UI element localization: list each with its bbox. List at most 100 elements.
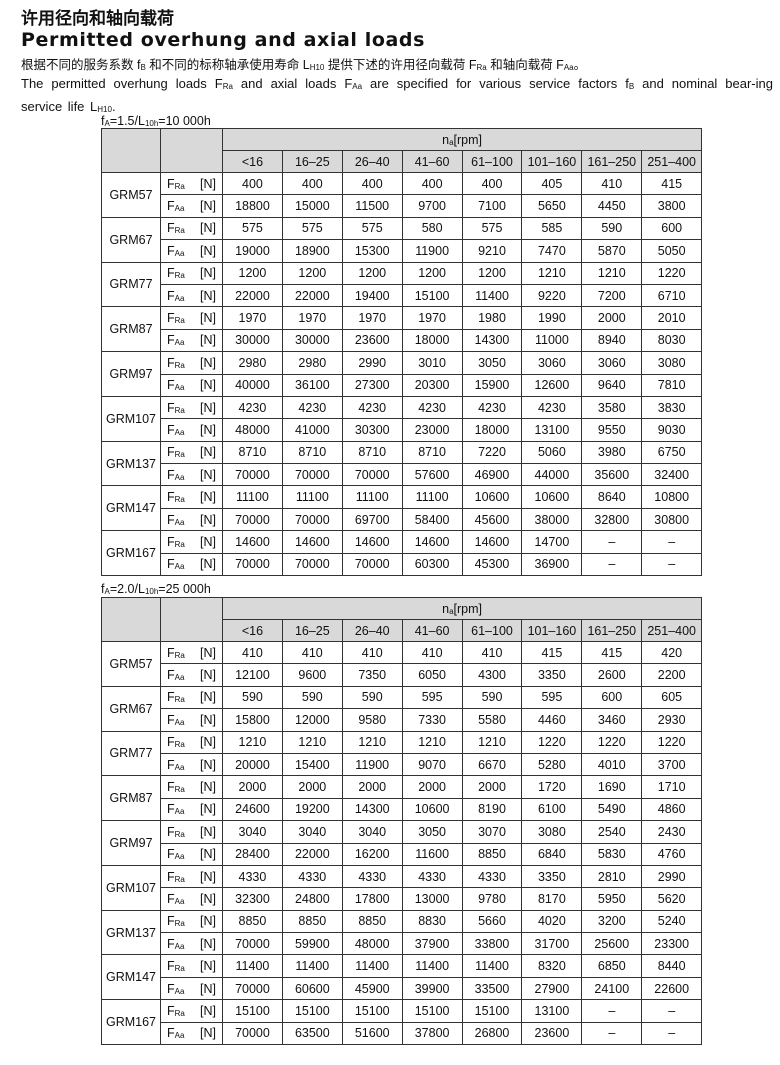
load-value: 5050 [641, 239, 703, 263]
unit: [N] [200, 1026, 216, 1041]
load-value: 3980 [581, 440, 643, 465]
load-value: 11400 [461, 283, 523, 308]
load-value: 3040 [222, 820, 283, 844]
load-value: 5660 [461, 909, 523, 934]
load-value: 4860 [641, 797, 703, 822]
axial-load-label: FAa [N] [160, 797, 223, 822]
load-value: 590 [461, 685, 523, 710]
load-value: 5060 [521, 440, 583, 465]
radial-load-label: FRa [N] [160, 216, 223, 241]
load-value: 1210 [341, 730, 403, 754]
text-segment: 和不同的标称轴承使用寿命 L [145, 58, 310, 72]
load-value: 4010 [581, 752, 643, 777]
load-value: 19400 [341, 283, 403, 308]
load-value: 8710 [222, 440, 283, 465]
unit: [N] [200, 690, 216, 705]
load-value: 10600 [401, 797, 463, 822]
load-value: 420 [641, 640, 703, 665]
load-value: 1200 [281, 261, 343, 285]
load-value: 14600 [461, 530, 523, 554]
load-value: 33500 [461, 976, 523, 1001]
table-row: GRM167 FRa [N] 14600 14600 14600 14600 14600 147… [101, 530, 703, 577]
unit: [N] [200, 512, 216, 527]
load-value: 575 [461, 216, 523, 241]
table-row: FAa [N] 12100 9600 7350 6050 4300 3350 2600 2200 [102, 663, 703, 687]
subscript: Ra [174, 740, 185, 750]
text-segment: =1.5/L [109, 114, 145, 128]
symbol: F [167, 690, 175, 705]
load-value: 24800 [281, 887, 343, 911]
load-value: 2010 [641, 306, 703, 330]
table-row: GRM77 FRa [N] 1210 1210 1210 1210 1210 1220 1220 1… [101, 730, 703, 777]
text-segment: f [101, 114, 105, 128]
load-value: 2000 [222, 775, 283, 799]
model-name: GRM107 [101, 395, 161, 442]
load-value: 1970 [341, 306, 403, 330]
load-value: 11400 [401, 954, 463, 978]
load-value: 9550 [581, 418, 643, 442]
load-value: – [641, 530, 703, 554]
subscript: Ra [174, 1008, 185, 1018]
unit: [N] [200, 490, 216, 505]
subscript: 10h [144, 587, 159, 596]
radial-load-label: FRa [N] [160, 640, 223, 665]
load-value: 410 [281, 640, 343, 665]
subscript: Aa [174, 383, 185, 393]
load-value: 590 [281, 685, 343, 710]
page-title-english: Permitted overhung and axial loads [21, 29, 426, 51]
load-value: 9700 [401, 194, 463, 218]
table-row: FAa [N] 28400 22000 16200 11600 8850 6840 5830 47… [102, 842, 703, 866]
load-value: 5830 [581, 842, 643, 866]
text-segment: 根据不同的服务系数 f [21, 58, 141, 72]
load-value: 1690 [581, 775, 643, 799]
axial-load-label: FAa [N] [160, 663, 223, 687]
speed-header: na[rpm] [221, 128, 703, 151]
subscript: Ra [174, 829, 185, 839]
load-value: 10600 [521, 485, 583, 509]
load-value: 8850 [281, 909, 343, 934]
load-value: 415 [521, 640, 583, 665]
unit: [N] [200, 780, 216, 795]
load-value: 33800 [461, 932, 523, 956]
load-value: 13100 [521, 999, 583, 1023]
symbol: F [167, 869, 175, 884]
subscript: B [140, 63, 146, 72]
unit: [N] [200, 288, 216, 303]
model-name: GRM137 [101, 440, 161, 487]
load-value: 6710 [641, 283, 703, 308]
load-value: 15100 [222, 999, 283, 1023]
symbol: F [167, 645, 175, 660]
load-value: 1710 [641, 775, 703, 799]
load-value: 7200 [581, 283, 643, 308]
table-row: FAa [N] 15800 12000 9580 7330 5580 4460 3460 2930 [102, 708, 703, 732]
subscript: Aa [352, 82, 363, 91]
load-value: 30000 [222, 328, 283, 353]
load-value: 70000 [222, 507, 283, 532]
load-value: 15300 [341, 239, 403, 263]
load-value: – [581, 552, 643, 577]
load-value: 20000 [222, 752, 283, 777]
load-value: 3070 [461, 820, 523, 844]
load-value: 28400 [222, 842, 283, 866]
load-value: 7220 [461, 440, 523, 465]
symbol: F [167, 445, 175, 460]
unit: [N] [200, 757, 216, 772]
load-value: 9600 [281, 663, 343, 687]
table-row: GRM147 FRa [N] 11100 11100 11100 11100 10600 106… [101, 485, 703, 532]
load-value: 18000 [461, 418, 523, 442]
table-row: FAa [N] 70000 70000 70000 57600 46900 44000 3560… [102, 463, 703, 487]
load-value: 6050 [401, 663, 463, 687]
text-segment: =2.0/L [109, 582, 145, 596]
radial-load-label: FRa [N] [160, 909, 223, 934]
table-row: GRM107 FRa [N] 4330 4330 4330 4330 4330 3350 2810… [101, 864, 703, 911]
subscript: Aa [174, 517, 185, 527]
load-value: 30000 [281, 328, 343, 353]
load-value: 26800 [461, 1021, 523, 1046]
load-value: 13100 [521, 418, 583, 442]
load-value: 2200 [641, 663, 703, 687]
table-row: GRM97 FRa [N] 2980 2980 2990 3010 3050 3060 3060 3… [101, 351, 703, 397]
subscript: Aa [174, 1031, 185, 1041]
load-value: – [581, 999, 643, 1023]
load-value: 4760 [641, 842, 703, 866]
axial-load-label: FAa [N] [160, 418, 223, 442]
